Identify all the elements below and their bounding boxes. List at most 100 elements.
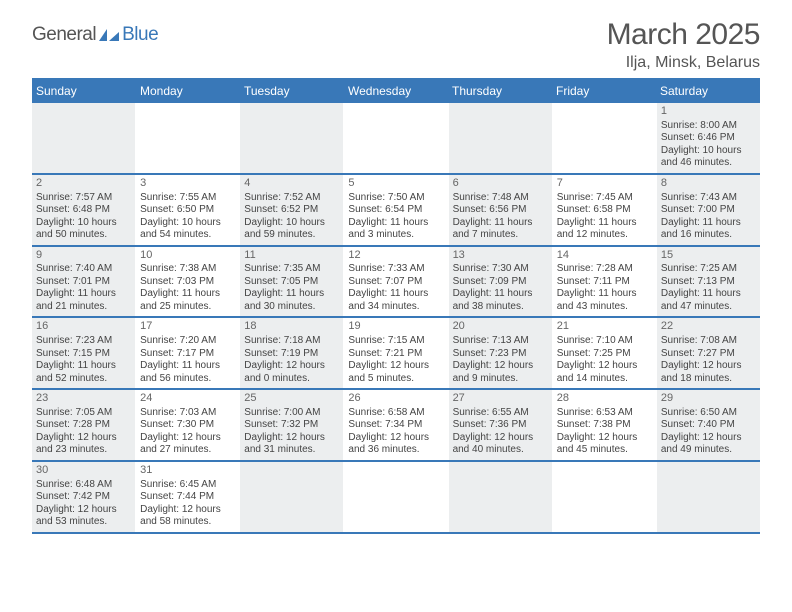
- day-cell: 9Sunrise: 7:40 AMSunset: 7:01 PMDaylight…: [32, 247, 136, 317]
- sunset-text: Sunset: 7:07 PM: [348, 276, 444, 289]
- sunset-text: Sunset: 6:54 PM: [348, 204, 444, 217]
- day-cell: 17Sunrise: 7:20 AMSunset: 7:17 PMDayligh…: [136, 318, 240, 388]
- day-cell: [240, 462, 344, 532]
- sunrise-text: Sunrise: 7:50 AM: [348, 192, 444, 205]
- daylight-text: Daylight: 11 hours and 38 minutes.: [453, 288, 549, 313]
- day-cell: [657, 462, 760, 532]
- day-number: 28: [557, 392, 653, 406]
- weekday-monday: Monday: [136, 80, 240, 103]
- sunrise-text: Sunrise: 7:28 AM: [557, 263, 653, 276]
- title-block: March 2025 Ilja, Minsk, Belarus: [607, 18, 760, 72]
- daylight-text: Daylight: 12 hours and 49 minutes.: [661, 432, 757, 457]
- day-number: 16: [36, 320, 132, 334]
- sunrise-text: Sunrise: 7:18 AM: [244, 335, 340, 348]
- logo-text-a: General: [32, 24, 96, 46]
- day-cell: [449, 462, 553, 532]
- day-number: 14: [557, 249, 653, 263]
- day-cell: [449, 103, 553, 173]
- day-cell: 1Sunrise: 8:00 AMSunset: 6:46 PMDaylight…: [657, 103, 760, 173]
- day-cell: 24Sunrise: 7:03 AMSunset: 7:30 PMDayligh…: [136, 390, 240, 460]
- sunrise-text: Sunrise: 6:55 AM: [453, 407, 549, 420]
- daylight-text: Daylight: 11 hours and 34 minutes.: [348, 288, 444, 313]
- sunrise-text: Sunrise: 7:20 AM: [140, 335, 236, 348]
- weekday-saturday: Saturday: [656, 80, 760, 103]
- sunrise-text: Sunrise: 7:30 AM: [453, 263, 549, 276]
- sunset-text: Sunset: 6:52 PM: [244, 204, 340, 217]
- sunrise-text: Sunrise: 7:03 AM: [140, 407, 236, 420]
- day-cell: 7Sunrise: 7:45 AMSunset: 6:58 PMDaylight…: [553, 175, 657, 245]
- day-number: 4: [244, 177, 340, 191]
- day-number: 19: [348, 320, 444, 334]
- daylight-text: Daylight: 12 hours and 9 minutes.: [453, 360, 549, 385]
- daylight-text: Daylight: 10 hours and 54 minutes.: [140, 217, 236, 242]
- sunset-text: Sunset: 7:03 PM: [140, 276, 236, 289]
- sunset-text: Sunset: 7:23 PM: [453, 348, 549, 361]
- day-number: 11: [244, 249, 340, 263]
- day-number: 20: [453, 320, 549, 334]
- day-number: 26: [348, 392, 444, 406]
- daylight-text: Daylight: 11 hours and 56 minutes.: [140, 360, 236, 385]
- sunset-text: Sunset: 7:09 PM: [453, 276, 549, 289]
- daylight-text: Daylight: 11 hours and 43 minutes.: [557, 288, 653, 313]
- week-row: 2Sunrise: 7:57 AMSunset: 6:48 PMDaylight…: [32, 175, 760, 247]
- sunset-text: Sunset: 7:27 PM: [661, 348, 757, 361]
- daylight-text: Daylight: 11 hours and 12 minutes.: [557, 217, 653, 242]
- sunrise-text: Sunrise: 6:53 AM: [557, 407, 653, 420]
- sunrise-text: Sunrise: 6:58 AM: [348, 407, 444, 420]
- month-title: March 2025: [607, 18, 760, 52]
- sunrise-text: Sunrise: 7:38 AM: [140, 263, 236, 276]
- calendar-page: General Blue March 2025 Ilja, Minsk, Bel…: [0, 0, 792, 534]
- day-number: 17: [140, 320, 236, 334]
- sunset-text: Sunset: 7:34 PM: [348, 419, 444, 432]
- sunset-text: Sunset: 7:32 PM: [244, 419, 340, 432]
- sunset-text: Sunset: 7:44 PM: [140, 491, 236, 504]
- day-cell: [553, 103, 657, 173]
- daylight-text: Daylight: 11 hours and 7 minutes.: [453, 217, 549, 242]
- location-text: Ilja, Minsk, Belarus: [607, 54, 760, 72]
- day-number: 31: [140, 464, 236, 478]
- week-row: 23Sunrise: 7:05 AMSunset: 7:28 PMDayligh…: [32, 390, 760, 462]
- sunrise-text: Sunrise: 8:00 AM: [661, 120, 757, 133]
- daylight-text: Daylight: 11 hours and 3 minutes.: [348, 217, 444, 242]
- day-cell: 8Sunrise: 7:43 AMSunset: 7:00 PMDaylight…: [657, 175, 760, 245]
- daylight-text: Daylight: 12 hours and 53 minutes.: [36, 504, 132, 529]
- day-cell: [344, 462, 448, 532]
- sunset-text: Sunset: 7:36 PM: [453, 419, 549, 432]
- sunrise-text: Sunrise: 7:45 AM: [557, 192, 653, 205]
- sunset-text: Sunset: 7:30 PM: [140, 419, 236, 432]
- sunset-text: Sunset: 6:48 PM: [36, 204, 132, 217]
- day-cell: 6Sunrise: 7:48 AMSunset: 6:56 PMDaylight…: [449, 175, 553, 245]
- daylight-text: Daylight: 12 hours and 14 minutes.: [557, 360, 653, 385]
- sunrise-text: Sunrise: 7:35 AM: [244, 263, 340, 276]
- calendar-grid: Sunday Monday Tuesday Wednesday Thursday…: [32, 78, 760, 534]
- weeks-container: 1Sunrise: 8:00 AMSunset: 6:46 PMDaylight…: [32, 103, 760, 534]
- day-number: 27: [453, 392, 549, 406]
- day-number: 29: [661, 392, 757, 406]
- day-cell: [240, 103, 344, 173]
- day-cell: 23Sunrise: 7:05 AMSunset: 7:28 PMDayligh…: [32, 390, 136, 460]
- day-cell: [553, 462, 657, 532]
- daylight-text: Daylight: 12 hours and 23 minutes.: [36, 432, 132, 457]
- sunrise-text: Sunrise: 7:13 AM: [453, 335, 549, 348]
- sunrise-text: Sunrise: 7:43 AM: [661, 192, 757, 205]
- day-number: 3: [140, 177, 236, 191]
- sunrise-text: Sunrise: 7:23 AM: [36, 335, 132, 348]
- sunrise-text: Sunrise: 7:08 AM: [661, 335, 757, 348]
- day-cell: 29Sunrise: 6:50 AMSunset: 7:40 PMDayligh…: [657, 390, 760, 460]
- logo-text-b: Blue: [122, 24, 158, 46]
- daylight-text: Daylight: 11 hours and 30 minutes.: [244, 288, 340, 313]
- week-row: 9Sunrise: 7:40 AMSunset: 7:01 PMDaylight…: [32, 247, 760, 319]
- logo: General Blue: [32, 24, 158, 46]
- day-number: 24: [140, 392, 236, 406]
- day-cell: 16Sunrise: 7:23 AMSunset: 7:15 PMDayligh…: [32, 318, 136, 388]
- day-number: 6: [453, 177, 549, 191]
- day-cell: 28Sunrise: 6:53 AMSunset: 7:38 PMDayligh…: [553, 390, 657, 460]
- sunset-text: Sunset: 7:42 PM: [36, 491, 132, 504]
- sunset-text: Sunset: 7:19 PM: [244, 348, 340, 361]
- day-cell: 31Sunrise: 6:45 AMSunset: 7:44 PMDayligh…: [136, 462, 240, 532]
- day-cell: [32, 103, 136, 173]
- day-cell: 12Sunrise: 7:33 AMSunset: 7:07 PMDayligh…: [344, 247, 448, 317]
- day-cell: 10Sunrise: 7:38 AMSunset: 7:03 PMDayligh…: [136, 247, 240, 317]
- sunrise-text: Sunrise: 7:25 AM: [661, 263, 757, 276]
- day-number: 23: [36, 392, 132, 406]
